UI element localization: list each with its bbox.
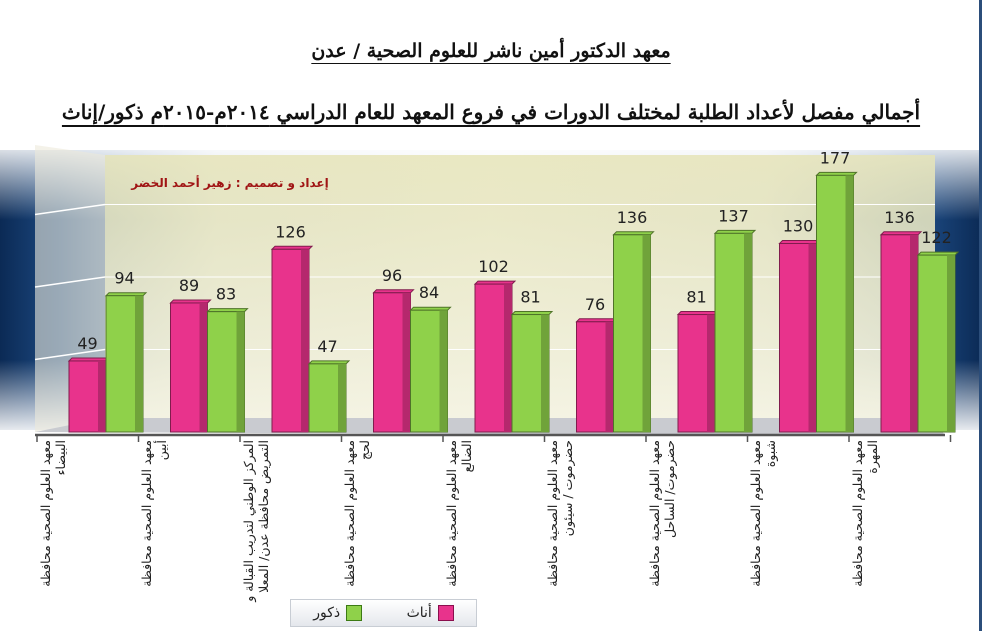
bar-female-0 [67, 357, 111, 433]
x-label-3: معهد العلوم الصحية محافظة لحج [342, 440, 373, 587]
data-label-female-8: 136 [884, 208, 915, 227]
data-label-male-3: 84 [419, 283, 439, 302]
data-label-male-1: 83 [216, 285, 236, 304]
bar-female-4 [473, 280, 517, 433]
data-label-male-6: 137 [718, 206, 749, 225]
legend-label-female: أناث [406, 605, 432, 621]
chart-title: أجمالي مفصل لأعداد الطلبة لمختلف الدورات… [61, 100, 921, 124]
gridline-side-1 [34, 276, 106, 288]
data-label-male-5: 136 [617, 208, 648, 227]
bar-female-7 [778, 240, 821, 433]
gridline-side-2 [34, 203, 106, 216]
bar-female-6 [676, 311, 720, 433]
data-label-male-2: 47 [317, 337, 337, 356]
credit-text: إعداد و تصميم : زهير أحمد الخضر [131, 176, 329, 190]
legend-swatch-female [437, 605, 454, 621]
x-label-8: معهد العلوم الصحية محافظة المهرة [849, 440, 880, 587]
data-label-female-6: 81 [686, 288, 706, 307]
x-label-7: معهد العلوم الصحية محافظة شبوة [748, 440, 779, 587]
bar-female-8 [879, 231, 923, 433]
legend-item-male: ذكور [313, 605, 363, 621]
bar-female-1 [169, 299, 212, 433]
data-label-male-8: 122 [921, 228, 952, 247]
bars [67, 171, 960, 433]
x-label-6: معهد العلوم الصحية محافظة حضرموت/ الساحل [646, 440, 677, 587]
data-label-male-4: 81 [520, 288, 540, 307]
legend-item-female: أناث [407, 605, 454, 621]
data-label-female-0: 49 [77, 334, 97, 353]
x-label-5: معهد العلوم الصحية محافظة حضرموت / سيئون [545, 440, 576, 587]
bar-female-5 [575, 318, 618, 433]
x-label-1: معهد العلوم الصحية محافظة أبين [139, 440, 170, 587]
legend-label-male: ذكور [313, 605, 341, 621]
data-labels: 49 94 89 83 126 47 96 84 102 81 76 136 81 137 130 177 13… [77, 148, 951, 356]
x-label-2: المركز الوطني لتدريب القبالة و التمريض م… [240, 440, 271, 602]
right-frame-edge [979, 0, 982, 631]
bar-male-3 [409, 306, 452, 433]
bar-male-7 [815, 171, 858, 433]
bar-male-6 [713, 229, 757, 433]
data-label-female-4: 102 [478, 257, 509, 276]
data-label-female-7: 130 [783, 217, 814, 236]
x-label-0: معهد العلوم الصحية محافظة البيضاء [37, 440, 68, 587]
bar-male-1 [206, 308, 249, 433]
x-axis-ticks [36, 435, 952, 442]
gridline-side-3 [34, 131, 106, 143]
bar-female-2 [270, 245, 314, 433]
data-label-male-7: 177 [820, 148, 851, 167]
data-label-female-1: 89 [179, 276, 199, 295]
legend-swatch-male [346, 605, 363, 621]
bar-female-3 [372, 289, 415, 433]
data-label-male-0: 94 [114, 269, 134, 288]
x-label-4: معهد العلوم الصحية محافظة الضالع [443, 440, 474, 587]
gridline-side-0 [34, 348, 106, 361]
data-label-female-3: 96 [382, 266, 402, 285]
bar-male-0 [104, 292, 148, 433]
bar-male-8 [916, 251, 960, 433]
institute-title: معهد الدكتور أمين ناشر للعلوم الصحية / ع… [311, 40, 671, 62]
data-label-female-5: 76 [585, 295, 605, 314]
bar-male-4 [510, 311, 554, 433]
legend: أناث ذكور [290, 599, 477, 627]
data-label-female-2: 126 [275, 222, 306, 241]
bar-male-5 [612, 231, 655, 433]
bar-male-2 [307, 360, 351, 433]
